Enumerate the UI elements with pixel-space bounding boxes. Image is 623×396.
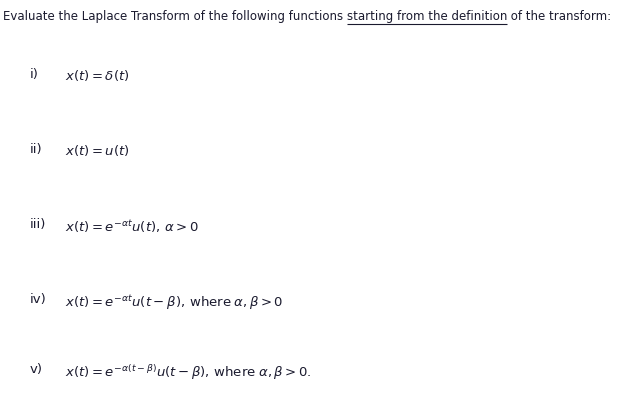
Text: ii): ii) [30, 143, 42, 156]
Text: $x(t) = e^{-\alpha t}u(t),\, \alpha > 0$: $x(t) = e^{-\alpha t}u(t),\, \alpha > 0$ [65, 218, 199, 234]
Text: $x(t) = u(t)$: $x(t) = u(t)$ [65, 143, 130, 158]
Text: of the transform:: of the transform: [507, 10, 611, 23]
Text: v): v) [30, 363, 43, 376]
Text: iv): iv) [30, 293, 47, 306]
Text: starting from the definition: starting from the definition [347, 10, 507, 23]
Text: $x(t) = e^{-\alpha(t-\beta)}u(t - \beta),\, \mathrm{where}\; \alpha, \beta > 0.$: $x(t) = e^{-\alpha(t-\beta)}u(t - \beta)… [65, 363, 312, 382]
Text: iii): iii) [30, 218, 46, 231]
Text: Evaluate the Laplace Transform of the following functions: Evaluate the Laplace Transform of the fo… [3, 10, 347, 23]
Text: i): i) [30, 68, 39, 81]
Text: $x(t) = e^{-\alpha t}u(t - \beta),\, \mathrm{where}\; \alpha, \beta > 0$: $x(t) = e^{-\alpha t}u(t - \beta),\, \ma… [65, 293, 283, 312]
Text: $x(t) = \delta(t)$: $x(t) = \delta(t)$ [65, 68, 130, 83]
